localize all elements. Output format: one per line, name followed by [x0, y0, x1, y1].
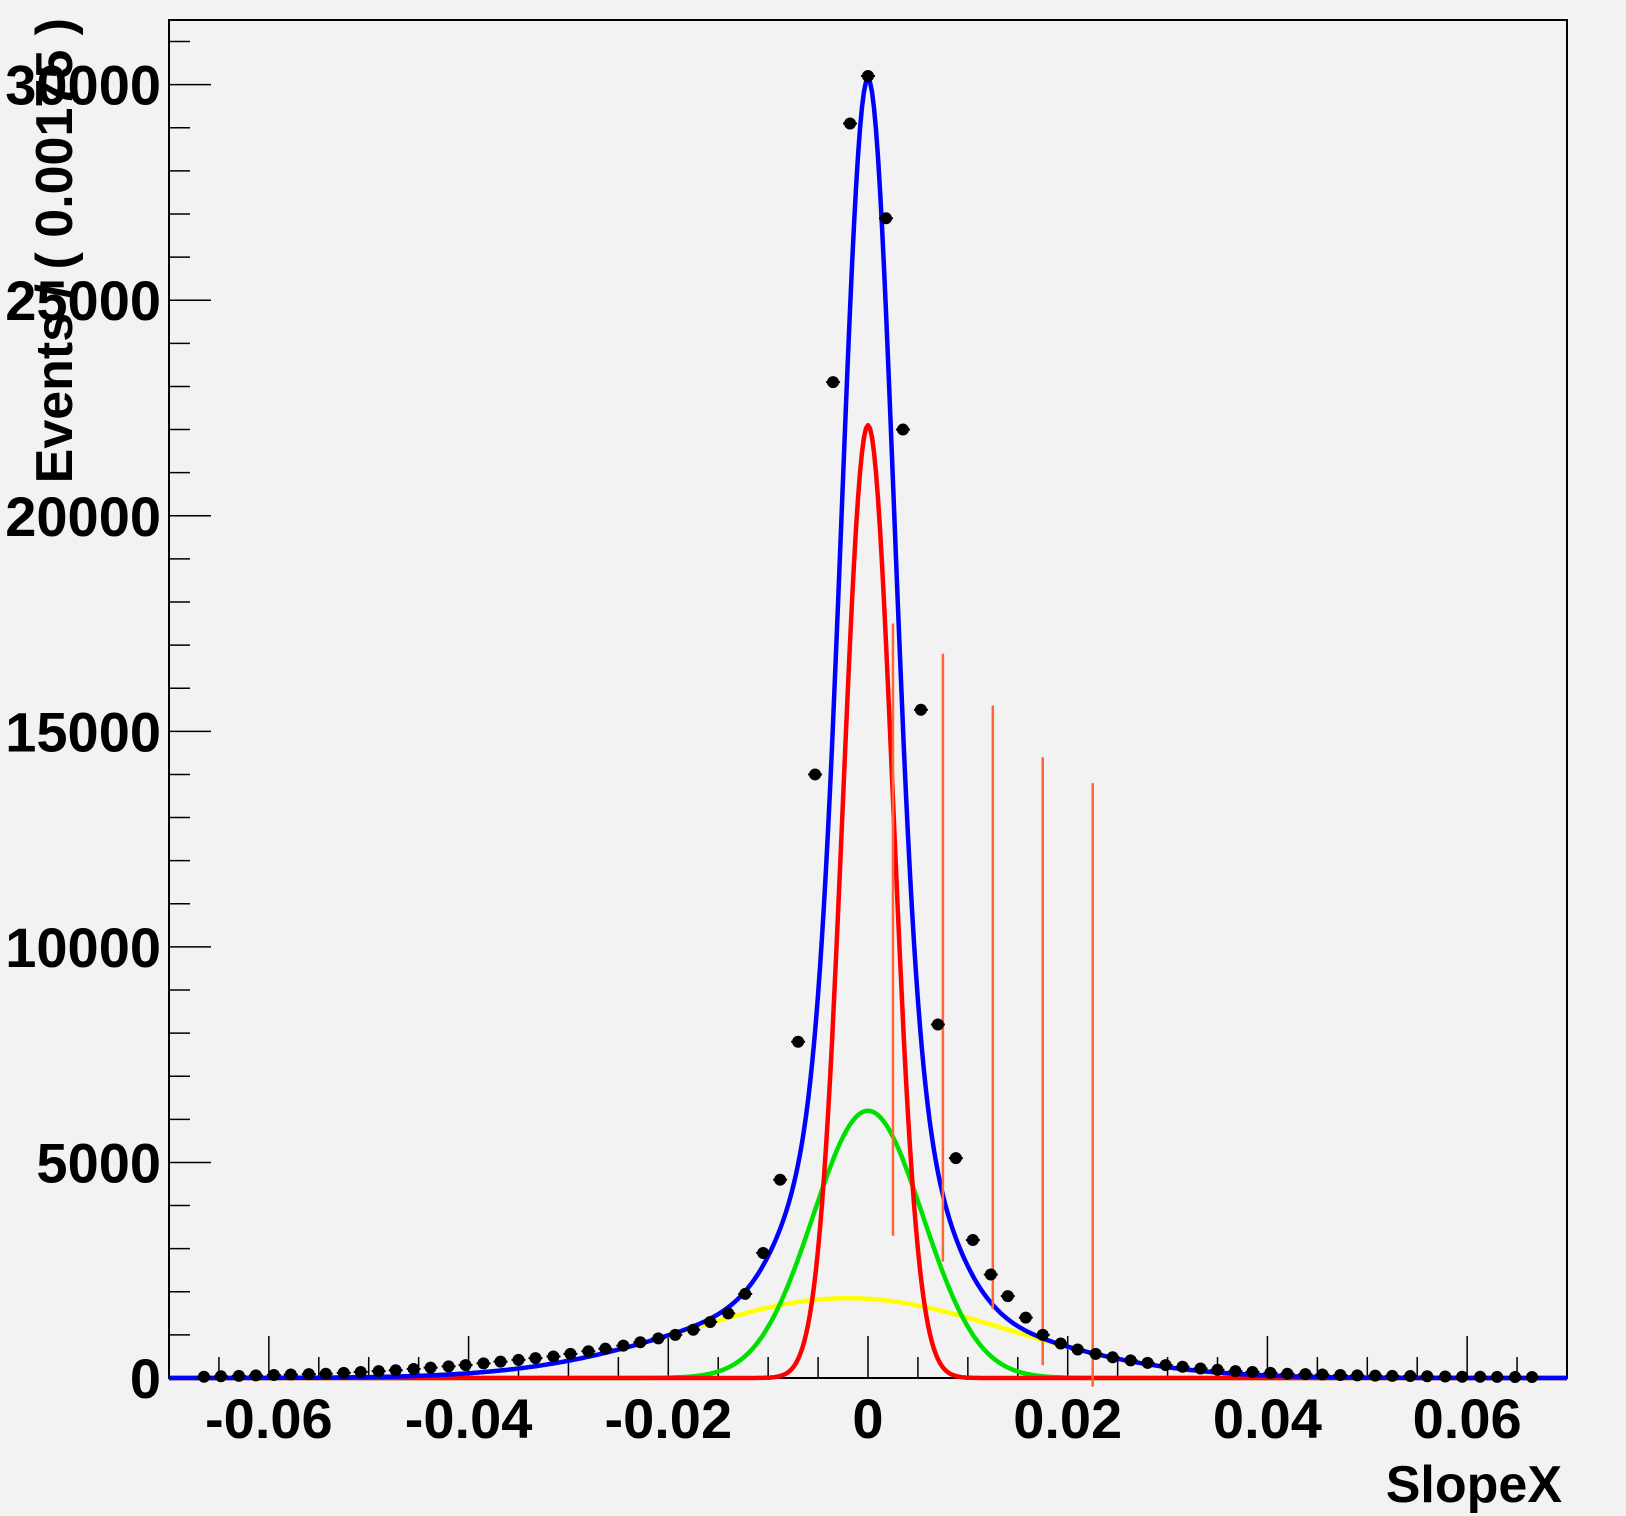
data-point [337, 1366, 350, 1379]
data-point [1334, 1368, 1347, 1381]
data-point [1491, 1370, 1504, 1383]
data-point [1456, 1370, 1469, 1383]
x-axis-tick-labels: -0.06 -0.04 -0.02 0 0.02 0.04 0.06 [205, 1387, 1522, 1450]
data-point [1071, 1343, 1084, 1356]
data-point [1526, 1371, 1539, 1384]
data-point [1421, 1370, 1434, 1383]
data-point [1229, 1365, 1242, 1378]
data-point [1299, 1368, 1312, 1381]
data-point [949, 1152, 962, 1165]
x-tick-label: 0.02 [1013, 1387, 1122, 1450]
data-point [1246, 1365, 1259, 1378]
data-point [372, 1365, 385, 1378]
data-point [564, 1347, 577, 1360]
data-point [494, 1355, 507, 1368]
data-point [442, 1360, 455, 1373]
data-point [529, 1352, 542, 1365]
data-point [757, 1246, 770, 1259]
data-point [354, 1365, 367, 1378]
data-point [407, 1362, 420, 1375]
data-point [1089, 1347, 1102, 1360]
x-tick-label: -0.02 [604, 1387, 732, 1450]
y-tick-label: 15000 [5, 700, 161, 763]
data-point [547, 1350, 560, 1363]
data-point [1474, 1370, 1487, 1383]
data-point [319, 1367, 332, 1380]
data-point [232, 1369, 245, 1382]
data-point [477, 1357, 490, 1370]
x-tick-label: 0 [852, 1387, 883, 1450]
data-point [1106, 1351, 1119, 1364]
data-point [1509, 1370, 1522, 1383]
data-point [1054, 1337, 1067, 1350]
data-point [966, 1234, 979, 1247]
data-point [512, 1353, 525, 1366]
x-tick-label: -0.04 [405, 1387, 533, 1450]
data-point [214, 1370, 227, 1383]
y-tick-label: 5000 [36, 1131, 161, 1194]
data-point [862, 70, 874, 83]
data-point [1159, 1359, 1172, 1372]
data-point [827, 376, 840, 389]
data-point [459, 1359, 472, 1372]
data-point [879, 212, 892, 225]
data-point [844, 117, 857, 130]
y-axis-tick-labels: 0 5000 10000 15000 20000 25000 30000 [5, 54, 161, 1410]
data-point [1281, 1367, 1294, 1380]
data-point [1194, 1362, 1207, 1375]
x-tick-label: -0.06 [205, 1387, 333, 1450]
y-tick-label: 0 [130, 1347, 161, 1410]
data-point [284, 1368, 297, 1381]
data-point [896, 423, 909, 436]
y-tick-label: 20000 [5, 485, 161, 548]
data-point [669, 1328, 682, 1341]
data-point [984, 1268, 997, 1281]
data-point [809, 768, 822, 781]
x-tick-label: 0.06 [1413, 1387, 1522, 1450]
data-point [249, 1369, 262, 1382]
marker-lines [891, 623, 1094, 1387]
data-point [389, 1364, 402, 1377]
data-point [774, 1173, 787, 1186]
data-point [687, 1323, 700, 1336]
y-tick-label: 25000 [5, 269, 161, 332]
data-point [1124, 1354, 1137, 1367]
x-tick-label: 0.04 [1213, 1387, 1322, 1450]
data-point [792, 1035, 805, 1048]
data-point [424, 1361, 437, 1374]
data-point [1141, 1356, 1154, 1369]
data-point [1001, 1290, 1014, 1303]
data-point [197, 1370, 210, 1383]
data-point [652, 1332, 665, 1345]
data-point [1019, 1311, 1032, 1324]
y-axis-title: Events / ( 0.00175 ) [26, 18, 84, 483]
data-point [267, 1368, 280, 1381]
data-point [1264, 1366, 1277, 1379]
data-point [1404, 1370, 1417, 1383]
data-point [1369, 1369, 1382, 1382]
data-point [1036, 1328, 1049, 1341]
data-point [931, 1018, 944, 1031]
data-point [1176, 1360, 1189, 1373]
data-points [196, 70, 1540, 1384]
data-point [1351, 1369, 1364, 1382]
data-point [1439, 1370, 1452, 1383]
y-tick-label: 30000 [5, 54, 161, 117]
data-point [1211, 1363, 1224, 1376]
data-point [1316, 1368, 1329, 1381]
y-tick-label: 10000 [5, 916, 161, 979]
x-axis-title: SlopeX [1386, 1456, 1563, 1514]
data-point [617, 1339, 630, 1352]
data-point [1386, 1369, 1399, 1382]
data-point [914, 703, 927, 716]
data-point [599, 1342, 612, 1355]
data-point [704, 1315, 717, 1328]
data-point [302, 1368, 315, 1381]
data-point [739, 1287, 752, 1300]
data-point [582, 1345, 595, 1358]
data-point [722, 1307, 735, 1320]
data-point [634, 1336, 647, 1349]
